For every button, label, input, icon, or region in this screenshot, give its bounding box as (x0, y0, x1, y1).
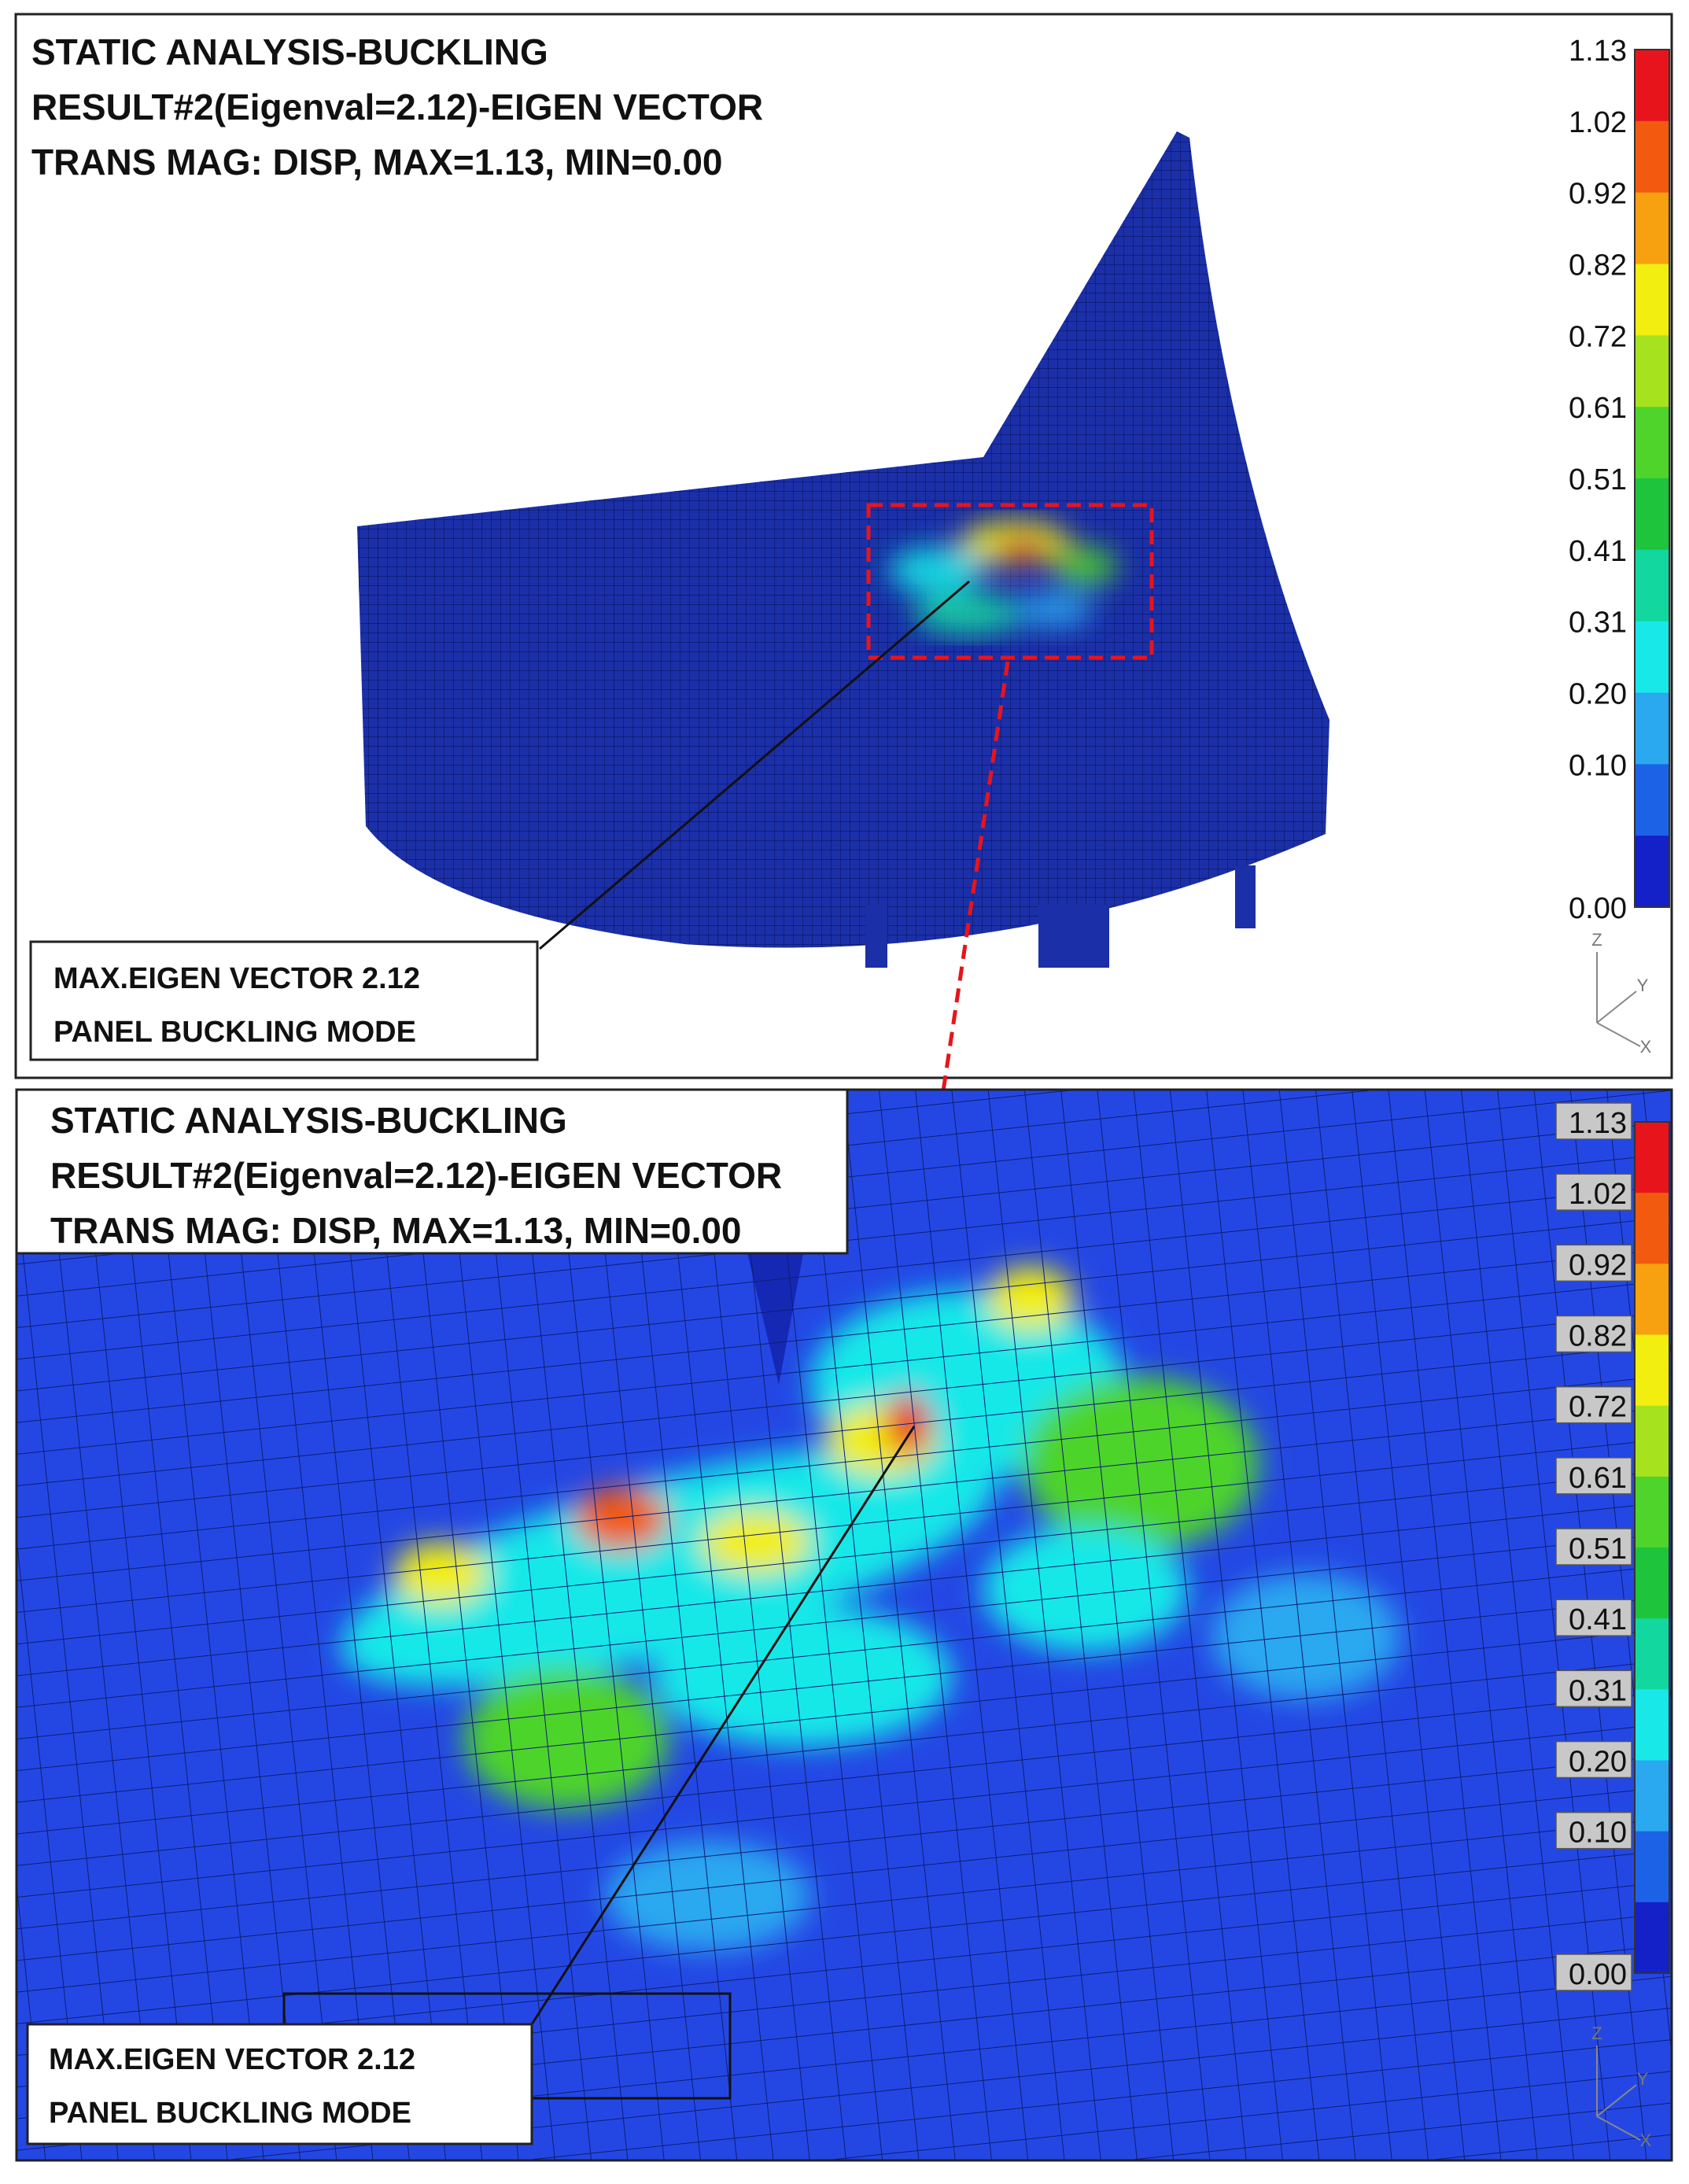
legend-label: 1.02 (1569, 106, 1627, 139)
legend-label: 0.31 (1569, 1674, 1627, 1707)
legend-swatch (1635, 549, 1669, 622)
legend-swatch (1635, 1548, 1669, 1619)
legend-swatch (1635, 1405, 1669, 1478)
legend-label: 0.41 (1569, 1603, 1627, 1636)
axis-triad: Z Y X (1591, 2024, 1651, 2150)
text-line: TRANS MAG: DISP, MAX=1.13, MIN=0.00 (31, 142, 723, 183)
axis-triad: Z Y X (1591, 930, 1651, 1057)
legend-swatch (1635, 764, 1669, 836)
legend-swatch (1635, 1902, 1669, 1974)
legend-swatch (1635, 50, 1669, 122)
text-line: PANEL BUCKLING MODE (49, 2097, 411, 2130)
legend-swatch (1635, 692, 1669, 765)
legend-swatch (1635, 1476, 1669, 1548)
text-line: STATIC ANALYSIS-BUCKLING (31, 31, 548, 72)
label-box (1555, 1528, 1632, 1566)
axis-label: Z (1591, 930, 1602, 950)
bottom-panel (15, 1088, 1673, 2162)
legend-frame (1634, 1121, 1670, 1974)
axis-label: X (1640, 1037, 1652, 1057)
callout-text: MAX.EIGEN VECTOR 2.12 PANEL BUCKLING MODE (49, 2043, 415, 2130)
legend-swatch (1635, 407, 1669, 479)
model-view (357, 131, 1329, 1278)
text-line: RESULT#2(Eigenval=2.12)-EIGEN VECTOR (50, 1155, 782, 1196)
label-box (1555, 1953, 1632, 1991)
triad (1596, 952, 1641, 1047)
legend-label: 1.13 (1569, 35, 1627, 68)
legend-swatch (1635, 478, 1669, 551)
legend-frame (1634, 49, 1670, 908)
text-line: TRANS MAG: DISP, MAX=1.13, MIN=0.00 (50, 1210, 742, 1251)
legend-label: 0.72 (1569, 320, 1627, 353)
legend-swatch (1635, 335, 1669, 408)
legend-label: 0.00 (1569, 892, 1627, 925)
legend-swatch (1635, 1831, 1669, 1903)
label-box (1555, 1811, 1632, 1850)
legend-label: 0.72 (1569, 1391, 1627, 1424)
legend: 1.13 1.02 0.92 0.82 0.72 0.61 0.51 0.41 0.31 0.20… (1569, 35, 1670, 925)
legend-label: 1.02 (1569, 1178, 1627, 1211)
legend-swatch (1635, 836, 1669, 908)
axis-label: Z (1591, 2024, 1602, 2043)
legend-swatch (1635, 1334, 1669, 1407)
legend-label: 0.10 (1569, 1817, 1627, 1850)
text-line: PANEL BUCKLING MODE (53, 1016, 416, 1049)
legend-label: 0.10 (1569, 749, 1627, 782)
triad (1596, 2046, 1641, 2141)
callout-text: MAX.EIGEN VECTOR 2.12 PANEL BUCKLING MODE (53, 962, 420, 1049)
legend-label: 0.92 (1569, 178, 1627, 211)
label-box (1555, 1173, 1632, 1211)
legend-swatch (1635, 192, 1669, 264)
header: STATIC ANALYSIS-BUCKLING RESULT#2(Eigenva… (31, 31, 763, 183)
axis-label: X (1640, 2131, 1652, 2150)
legend-label: 0.31 (1569, 607, 1627, 640)
legend-label: 0.51 (1569, 463, 1627, 496)
axis-label: Y (1637, 2069, 1649, 2089)
label-box (1555, 1669, 1632, 1708)
label-box (1555, 1244, 1632, 1282)
legend-label: 0.82 (1569, 1320, 1627, 1353)
legend-swatch (1635, 1122, 1669, 1193)
legend-label: 0.41 (1569, 535, 1627, 568)
text-line: MAX.EIGEN VECTOR 2.12 (53, 962, 420, 995)
label-box (1555, 1102, 1632, 1140)
legend-swatch (1635, 264, 1669, 336)
legend-label: 0.20 (1569, 678, 1627, 711)
legend-swatch (1635, 1618, 1669, 1690)
label-box (1555, 1599, 1632, 1636)
legend-label: 0.61 (1569, 392, 1627, 425)
legend-swatch (1635, 1193, 1669, 1264)
text-line: RESULT#2(Eigenval=2.12)-EIGEN VECTOR (31, 87, 763, 127)
legend-swatch (1635, 1760, 1669, 1832)
legend: 1.13 1.02 0.92 0.82 0.72 0.61 0.51 0.41 0.31 0.20… (1555, 1102, 1670, 1991)
callout (29, 940, 539, 1061)
legend-label: 0.20 (1569, 1746, 1627, 1779)
header: STATIC ANALYSIS-BUCKLING RESULT#2(Eigenva… (50, 1100, 782, 1251)
legend-label: 0.51 (1569, 1533, 1627, 1566)
label-box (1555, 1315, 1632, 1353)
label-box (1555, 1457, 1632, 1495)
axis-label: Y (1637, 976, 1649, 995)
legend-label: 0.82 (1569, 249, 1627, 282)
legend-label: 0.00 (1569, 1958, 1627, 1991)
legend-label: 0.92 (1569, 1249, 1627, 1282)
label-box (1555, 1385, 1632, 1424)
legend-swatch (1635, 621, 1669, 693)
legend-swatch (1635, 1264, 1669, 1335)
text-line: MAX.EIGEN VECTOR 2.12 (49, 2043, 415, 2076)
legend-label: 0.61 (1569, 1462, 1627, 1495)
label-box (1555, 1740, 1632, 1779)
legend-swatch (1635, 120, 1669, 194)
legend-swatch (1635, 1689, 1669, 1761)
legend-label: 1.13 (1569, 1107, 1627, 1140)
text-line: STATIC ANALYSIS-BUCKLING (50, 1100, 567, 1141)
